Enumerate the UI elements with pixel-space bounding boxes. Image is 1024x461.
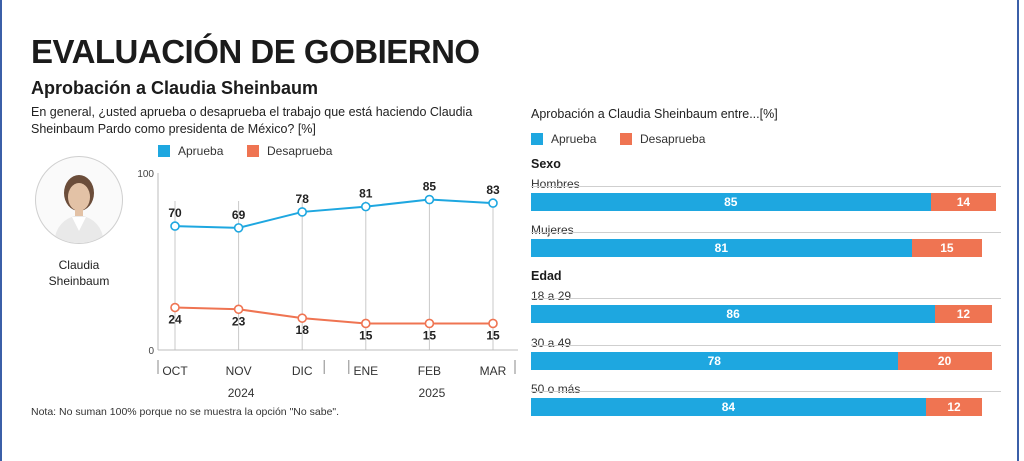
person-name-line2: Sheinbaum — [48, 274, 110, 288]
legend-label-approve: Aprueba — [178, 144, 224, 158]
legend-label-disapprove: Desaprueba — [267, 144, 333, 158]
data-point-approve — [297, 207, 307, 217]
bar-approve: 78 — [531, 352, 898, 370]
bar-approve: 84 — [531, 398, 926, 416]
bar-track — [531, 345, 1001, 346]
data-point-disapprove — [424, 318, 435, 329]
bar-legend-label-disapprove: Desaprueba — [640, 132, 706, 146]
bar-approve: 85 — [531, 193, 931, 211]
data-point-approve — [233, 223, 244, 233]
data-point-disapprove — [488, 318, 498, 329]
group-label: Sexo — [531, 157, 561, 171]
year-label: 2024 — [228, 386, 255, 400]
row-label: 50 o más — [531, 382, 581, 396]
bar-disapprove: 14 — [930, 193, 997, 211]
bar-disapprove: 12 — [935, 305, 992, 323]
frame-border-left — [0, 0, 2, 461]
data-label-approve: 81 — [359, 187, 373, 201]
data-point-disapprove — [233, 304, 244, 315]
x-tick-label: MAR — [480, 364, 507, 378]
portrait-svg — [54, 175, 104, 243]
portrait-collar — [72, 217, 86, 231]
year-label: 2025 — [419, 386, 446, 400]
data-point-disapprove — [297, 313, 307, 323]
line-chart: 0 100 OCT NOV DIC ENE FEB MAR 2024 2025 70 69 78 81 85… — [137, 169, 518, 400]
row-label: Mujeres — [531, 223, 574, 237]
data-point-approve — [170, 221, 180, 231]
data-label-disapprove: 15 — [423, 328, 437, 342]
person-name-line1: Claudia — [58, 258, 100, 272]
bar-track — [531, 391, 1001, 392]
data-label-disapprove: 15 — [486, 328, 500, 342]
chart-subtitle: Aprobación a Claudia Sheinbaum — [31, 78, 319, 98]
bar-disapprove: 12 — [925, 398, 983, 416]
data-point-approve — [488, 198, 498, 208]
bar-approve: 86 — [531, 305, 936, 323]
bar-disapprove: 15 — [911, 239, 983, 257]
portrait-face — [68, 183, 90, 211]
bar-approve: 81 — [531, 239, 912, 257]
data-label-approve: 83 — [486, 183, 500, 197]
legend-swatch-approve — [158, 145, 170, 157]
x-tick-label: NOV — [226, 364, 252, 378]
x-tick-label: OCT — [162, 364, 188, 378]
data-point-disapprove — [170, 302, 180, 313]
page-title: EVALUACIÓN DE GOBIERNO — [31, 33, 480, 70]
row-label: 30 a 49 — [531, 336, 572, 350]
x-tick-label: ENE — [353, 364, 378, 378]
portrait-neck — [75, 209, 83, 216]
data-label-approve: 85 — [423, 180, 437, 194]
data-point-disapprove — [361, 318, 371, 329]
data-label-approve: 78 — [296, 192, 310, 206]
bar-chart-title: Aprobación a Claudia Sheinbaum entre...[… — [531, 107, 778, 121]
bar-legend-label-approve: Aprueba — [551, 132, 597, 146]
y-tick-label: 0 — [148, 346, 154, 357]
x-tick-label: FEB — [418, 364, 441, 378]
bar-legend-disapprove: Desaprueba — [620, 132, 705, 146]
person-name: Claudia Sheinbaum — [40, 257, 118, 289]
bar-legend-swatch-disapprove — [620, 133, 632, 145]
bar-track — [531, 232, 1001, 233]
bar-track — [531, 298, 1001, 299]
group-label: Edad — [531, 269, 562, 283]
series-line-approve — [174, 198, 494, 229]
bar-legend-swatch-approve — [531, 133, 543, 145]
footnote: Nota: No suman 100% porque no se muestra… — [31, 406, 340, 418]
survey-question: En general, ¿usted aprueba o desaprueba … — [31, 105, 473, 136]
bar-legend-approve: Aprueba — [531, 132, 596, 146]
legend-swatch-disapprove — [247, 145, 259, 157]
bar-track — [531, 186, 1001, 187]
legend-disapprove: Desaprueba — [247, 144, 332, 158]
data-label-disapprove: 23 — [232, 314, 246, 328]
legend-approve: Aprueba — [158, 144, 223, 158]
data-label-approve: 69 — [232, 208, 246, 222]
data-label-approve: 70 — [168, 206, 182, 220]
data-label-disapprove: 15 — [359, 328, 373, 342]
y-tick-label: 100 — [137, 169, 154, 180]
series-line-disapprove — [174, 306, 493, 325]
data-point-approve — [361, 201, 371, 212]
person-portrait-icon — [35, 156, 123, 244]
x-tick-label: DIC — [292, 364, 313, 378]
data-point-approve — [424, 194, 435, 205]
data-label-disapprove: 24 — [168, 313, 182, 327]
row-label: Hombres — [531, 177, 580, 191]
bar-disapprove: 20 — [897, 352, 992, 370]
data-label-disapprove: 18 — [296, 323, 310, 337]
row-label: 18 a 29 — [531, 289, 572, 303]
frame-border-right — [1017, 0, 1019, 461]
